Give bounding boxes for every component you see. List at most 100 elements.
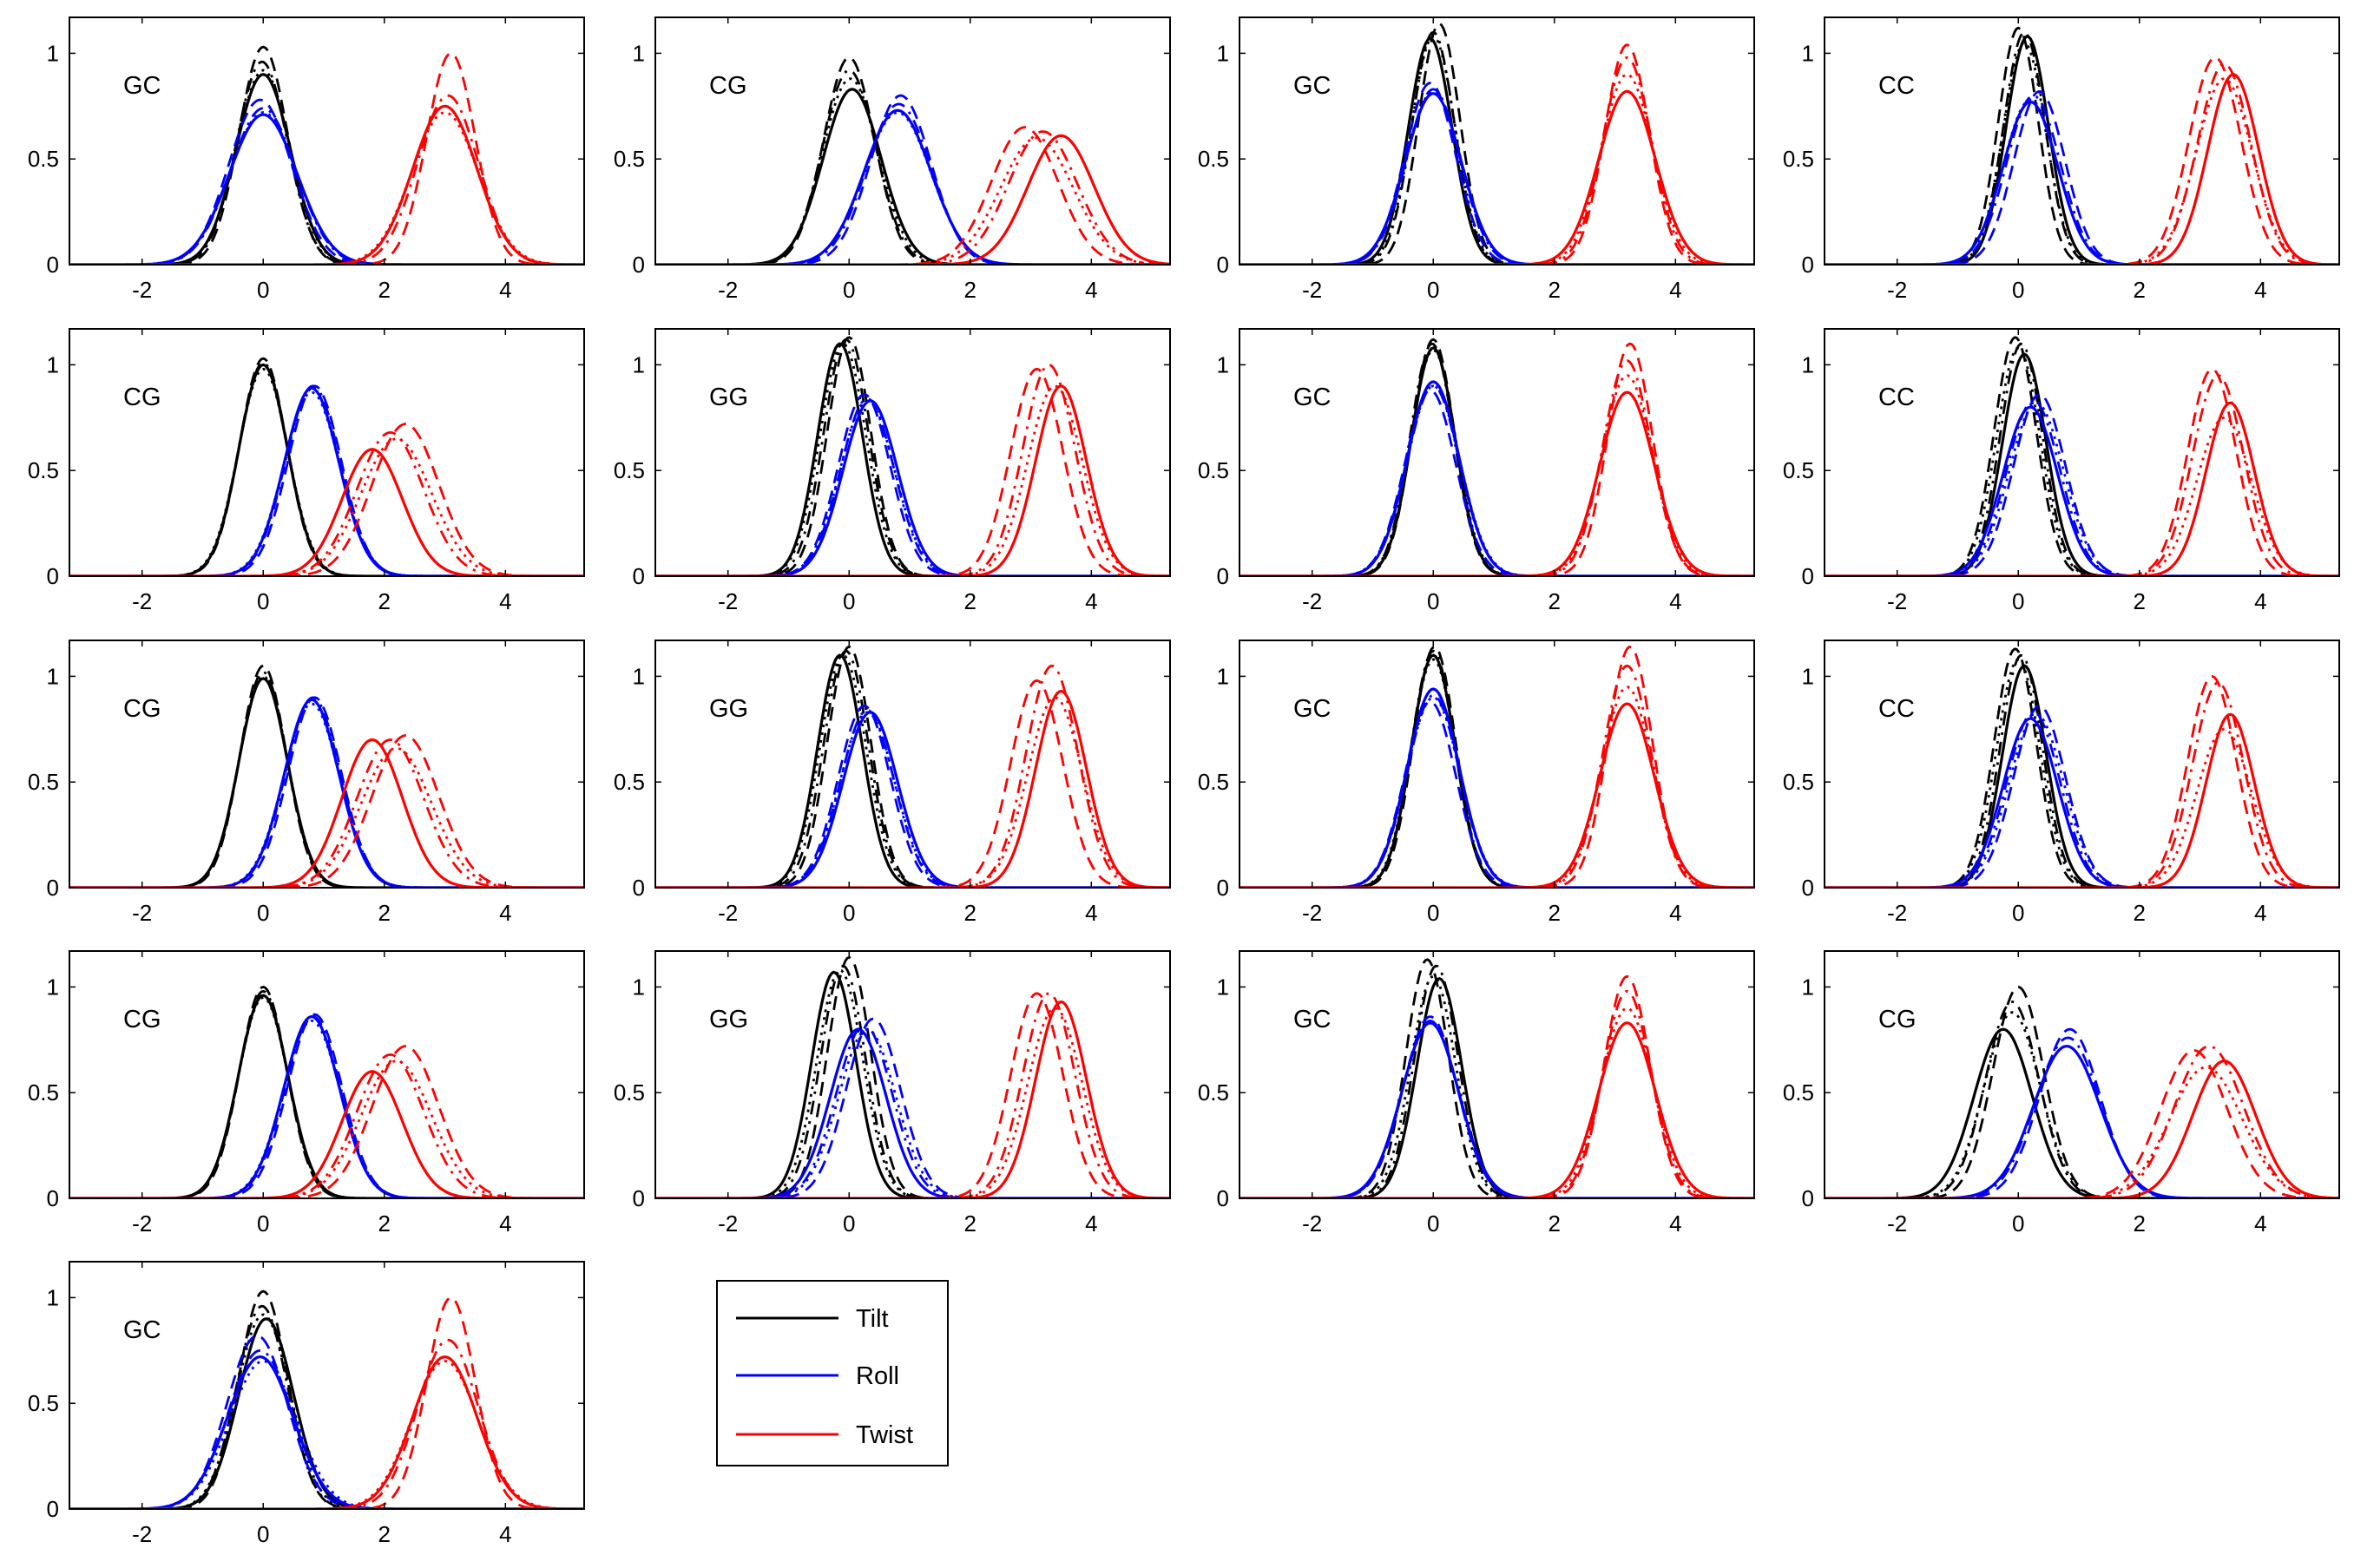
y-tick-label: 0	[1217, 875, 1229, 901]
panel-11: -2 0 2 4 0 0.5 1 GC	[1198, 640, 1755, 926]
y-tick-label: 1	[1217, 663, 1229, 689]
tilt-curve-4	[1825, 1011, 2339, 1198]
twist-curve-4	[69, 1060, 584, 1198]
x-tick-label: 4	[1669, 900, 1681, 926]
x-tick-label: 0	[2012, 588, 2024, 614]
x-tick-label: 4	[2254, 277, 2266, 303]
x-tick-label: 2	[1549, 1210, 1561, 1237]
roll-curve-3	[1825, 94, 2339, 265]
panel-label: GC	[1293, 72, 1332, 100]
twist-curve-3	[69, 430, 584, 576]
twist-curve-3	[655, 363, 1170, 576]
twist-curve-3	[69, 738, 584, 888]
y-tick-label: 1	[1217, 974, 1229, 1000]
legend-box	[716, 1280, 949, 1466]
x-tick-label: 4	[499, 277, 511, 303]
twist-curve-2	[1239, 43, 1754, 265]
x-tick-label: 2	[1549, 277, 1561, 303]
tilt-curve-3	[69, 989, 584, 1198]
twist-curve-2	[1825, 56, 2339, 265]
tilt-curve-4	[655, 342, 1170, 576]
x-tick-label: 2	[1549, 588, 1561, 614]
panel-3-curves	[1239, 22, 1754, 265]
x-tick-label: 2	[378, 1521, 391, 1547]
x-tick-label: -2	[718, 900, 738, 926]
twist-curve-1	[655, 384, 1170, 576]
panel-frame	[654, 16, 1171, 266]
twist-curve-2	[69, 734, 584, 888]
x-tick-label: -2	[132, 588, 152, 614]
y-tick-label: 0.5	[614, 457, 645, 483]
twist-curve-4	[1239, 73, 1754, 265]
panels: -2 0 2 4 0 0.5 1 GC -2 0 2 4 0 0.5 1 CG -2 0 2 4 0 0.5 1 GC -2 0 2…	[28, 16, 2340, 1547]
panel-label: CG	[1878, 1006, 1917, 1033]
roll-curve-3	[1239, 1019, 1754, 1198]
roll-curve-1	[655, 1027, 1170, 1198]
x-tick-label: 4	[1085, 900, 1097, 926]
x-tick-label: 2	[2134, 900, 2146, 926]
y-tick-label: 0.5	[1783, 457, 1814, 483]
tilt-curve-2	[655, 645, 1170, 888]
twist-curve-4	[1825, 416, 2339, 576]
panel-15: -2 0 2 4 0 0.5 1 GC	[1198, 950, 1755, 1237]
y-tick-label: 0	[633, 1185, 645, 1211]
roll-curve-1	[1239, 1021, 1754, 1198]
tilt-curve-4	[655, 968, 1170, 1198]
panel-17: -2 0 2 4 0 0.5 1 GC	[28, 1261, 585, 1547]
twist-curve-2	[1825, 367, 2339, 576]
x-tick-label: 2	[2134, 588, 2146, 614]
roll-curve-1	[1825, 405, 2339, 576]
x-tick-label: -2	[1302, 1210, 1322, 1237]
x-tick-label: 4	[1669, 277, 1681, 303]
x-tick-label: 2	[378, 1210, 391, 1237]
y-tick-label: 0	[47, 1185, 59, 1211]
x-tick-label: 2	[964, 1210, 976, 1237]
roll-curve-2	[69, 696, 584, 888]
panel-15-curves	[1239, 958, 1754, 1198]
y-tick-label: 0	[633, 875, 645, 901]
x-tick-label: -2	[1302, 900, 1322, 926]
y-tick-label: 1	[1802, 40, 1814, 66]
tilt-curve-3	[1239, 964, 1754, 1198]
panel-label: CG	[709, 72, 747, 100]
tilt-curve-3	[655, 649, 1170, 888]
panel-5: -2 0 2 4 0 0.5 1 CG	[28, 328, 585, 614]
y-tick-label: 0.5	[1783, 146, 1814, 172]
roll-curve-1	[655, 399, 1170, 576]
roll-curve-4	[69, 390, 584, 576]
tilt-curve-1	[1825, 664, 2339, 888]
roll-curve-3	[1239, 384, 1754, 576]
panel-11-curves	[1239, 645, 1754, 888]
panel-9: -2 0 2 4 0 0.5 1 CG	[28, 640, 585, 926]
twist-curve-4	[69, 437, 584, 576]
x-tick-label: 2	[378, 900, 391, 926]
twist-curve-1	[1825, 73, 2339, 265]
roll-curve-2	[69, 1334, 584, 1509]
y-tick-label: 0.5	[1783, 769, 1814, 795]
panel-16: -2 0 2 4 0 0.5 1 CG	[1783, 950, 2340, 1237]
roll-curve-1	[1825, 717, 2339, 888]
roll-curve-3	[655, 708, 1170, 888]
x-tick-label: -2	[1887, 1210, 1907, 1237]
panel-frame	[1824, 16, 2340, 266]
y-tick-label: 0	[1802, 1185, 1814, 1211]
panel-label: GC	[1293, 695, 1332, 723]
y-tick-label: 1	[1802, 351, 1814, 377]
x-tick-label: -2	[1887, 588, 1907, 614]
roll-curve-2	[1825, 1027, 2339, 1198]
panel-14-curves	[655, 955, 1170, 1198]
roll-curve-2	[1825, 705, 2339, 888]
twist-curve-3	[1825, 1045, 2339, 1198]
y-tick-label: 0.5	[28, 769, 59, 795]
roll-curve-2	[1239, 82, 1754, 265]
legend-label-tilt: Tilt	[856, 1305, 889, 1333]
tilt-curve-4	[655, 653, 1170, 888]
twist-curve-1	[1825, 1060, 2339, 1198]
x-tick-label: 4	[2254, 1210, 2266, 1237]
y-tick-label: 1	[633, 663, 645, 689]
x-tick-label: 4	[1669, 1210, 1681, 1237]
x-tick-label: 0	[843, 277, 855, 303]
y-tick-label: 0	[47, 1496, 59, 1522]
x-tick-label: 0	[1427, 1210, 1439, 1237]
y-tick-label: 1	[633, 351, 645, 377]
